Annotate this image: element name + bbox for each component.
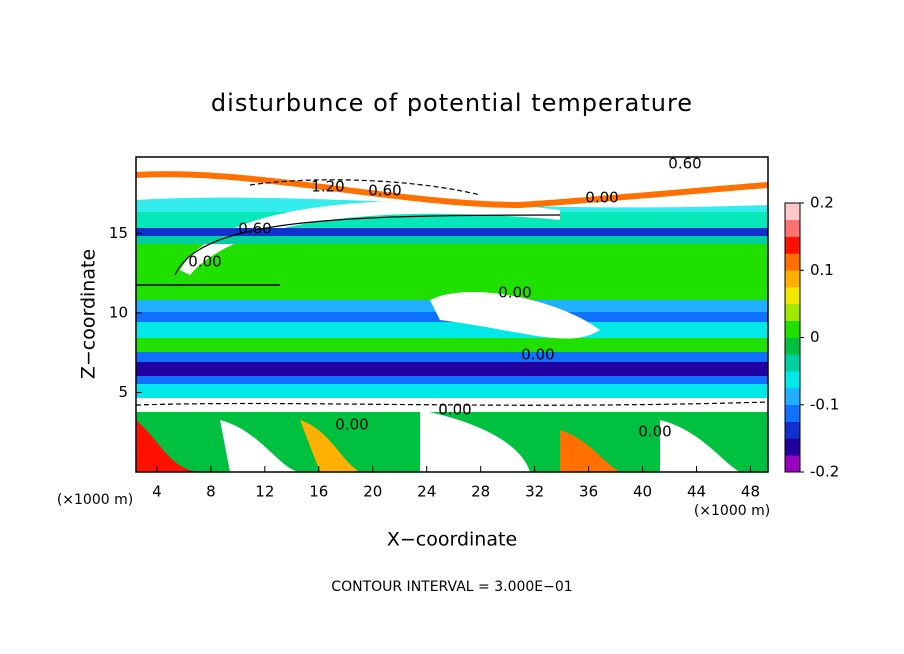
field-band xyxy=(136,322,768,338)
colorbar-swatch xyxy=(785,303,800,321)
field-band xyxy=(560,430,620,472)
colorbar-tick-label: 0.2 xyxy=(810,194,834,212)
contour-label: 0.00 xyxy=(521,346,554,364)
field xyxy=(136,157,768,472)
x-axis-title: X−coordinate xyxy=(387,529,517,551)
x-tick-label: 28 xyxy=(471,483,490,501)
y-tick-label: 10 xyxy=(109,303,128,321)
x-tick-label: 48 xyxy=(741,483,760,501)
colorbar-swatch xyxy=(785,337,800,355)
x-tick-label: 8 xyxy=(206,483,216,501)
contour-label: 0.00 xyxy=(498,284,531,302)
x-tick-label: 16 xyxy=(309,483,328,501)
field-band xyxy=(430,291,600,339)
x-tick-label: 24 xyxy=(417,483,436,501)
contour-label: 0.00 xyxy=(335,416,368,434)
colorbar-swatch xyxy=(785,236,800,254)
contour-label: 0.60 xyxy=(238,220,271,238)
colorbar-swatch xyxy=(785,387,800,406)
x-tick-label: 12 xyxy=(255,483,274,501)
y-tick-label: 5 xyxy=(118,383,128,401)
colorbar-swatch xyxy=(785,320,800,338)
footer: CONTOUR INTERVAL = 3.000E−01 xyxy=(331,579,572,595)
x-tick-label: 32 xyxy=(525,483,544,501)
colorbar-swatch xyxy=(785,203,800,221)
colorbar-tick-label: 0 xyxy=(810,328,820,346)
field-band xyxy=(136,228,768,236)
field-band xyxy=(136,236,768,244)
contour-label: 0.00 xyxy=(638,423,671,441)
field-band xyxy=(136,171,768,209)
colorbar-tick-label: 0.1 xyxy=(810,261,834,279)
x-tick-label: 4 xyxy=(152,483,162,501)
contour-label: 0.00 xyxy=(438,401,471,419)
contour-line xyxy=(174,214,561,276)
field-band xyxy=(136,362,768,376)
field-band xyxy=(660,420,740,472)
plot-frame xyxy=(135,156,769,473)
colorbar-swatch xyxy=(785,371,800,389)
colorbar-swatch xyxy=(785,253,800,271)
x-tick-label: 36 xyxy=(579,483,598,501)
x-unit-label: (×1000 m) xyxy=(694,503,770,519)
y-axis-title: Z−coordinate xyxy=(78,249,100,379)
field-band xyxy=(136,384,768,398)
field-band xyxy=(220,420,300,472)
colorbar-swatch xyxy=(785,354,800,372)
colorbar-swatch xyxy=(785,455,800,473)
field-band xyxy=(136,420,200,472)
contour-label: 0.00 xyxy=(585,189,618,207)
colorbar-tick-label: -0.1 xyxy=(810,395,839,413)
chart-title: disturbunce of potential temperature xyxy=(211,89,693,117)
contour-line xyxy=(136,401,768,406)
x-tick-label: 40 xyxy=(633,483,652,501)
contour-line xyxy=(249,179,481,196)
x-tick-label: 44 xyxy=(687,483,706,501)
field-band xyxy=(420,410,530,472)
field-band xyxy=(300,420,360,472)
colorbar-swatch xyxy=(785,404,800,422)
contour-label: 0.60 xyxy=(668,155,701,173)
contour-label: 1.20 xyxy=(311,178,344,196)
colorbar-tick-label: -0.2 xyxy=(810,463,839,481)
colorbar-swatch xyxy=(785,270,800,288)
contour-label: 0.60 xyxy=(368,182,401,200)
colorbar-swatch xyxy=(785,287,800,305)
colorbar-swatch xyxy=(785,421,800,439)
colorbar-swatch xyxy=(785,438,800,456)
x-tick-label: 20 xyxy=(363,483,382,501)
field-band xyxy=(180,200,560,275)
colorbar-swatch xyxy=(785,219,800,237)
contour-label: 0.00 xyxy=(188,253,221,271)
y-tick-label: 15 xyxy=(109,224,128,242)
y-unit-label: (×1000 m) xyxy=(57,492,133,508)
